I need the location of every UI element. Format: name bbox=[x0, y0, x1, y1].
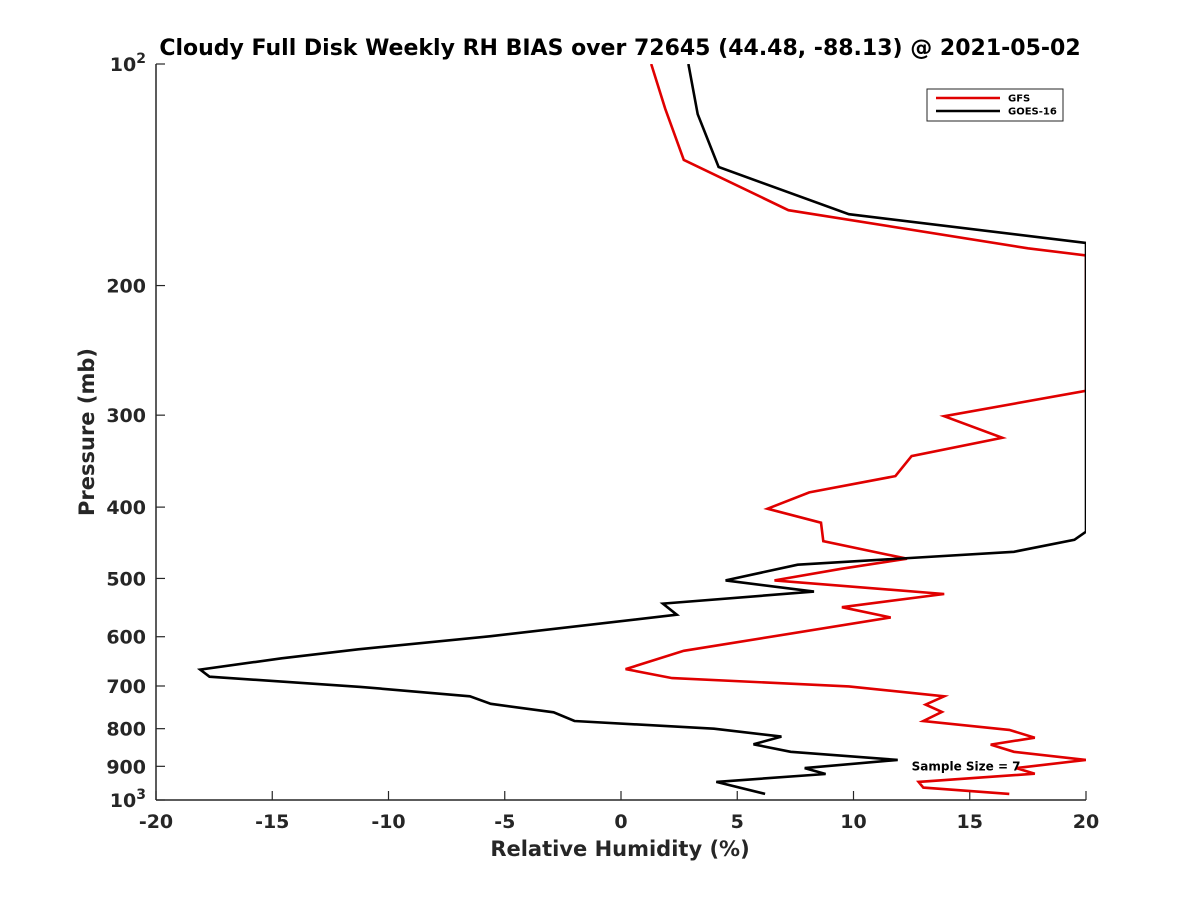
x-tick-label: 20 bbox=[1073, 811, 1099, 833]
y-tick-label: 600 bbox=[106, 627, 146, 649]
legend-box bbox=[926, 88, 1064, 122]
legend-label-gfs: GFS bbox=[1008, 94, 1030, 105]
y-tick-label: 400 bbox=[106, 497, 146, 519]
x-tick-label: -10 bbox=[371, 811, 405, 833]
x-tick-label: 10 bbox=[840, 811, 866, 833]
y-tick-label: 800 bbox=[106, 719, 146, 741]
y-tick-label: 700 bbox=[106, 676, 146, 698]
x-tick-label: 5 bbox=[731, 811, 744, 833]
series-layer bbox=[196, 64, 1086, 796]
y-tick-label: 102 bbox=[110, 51, 146, 76]
chart-title: Cloudy Full Disk Weekly RH BIAS over 726… bbox=[159, 36, 1080, 61]
x-axis-label: Relative Humidity (%) bbox=[490, 837, 749, 861]
sample-size-annotation: Sample Size = 7 bbox=[912, 759, 1021, 773]
x-tick-label: 15 bbox=[957, 811, 983, 833]
legend: GFS GOES-16 bbox=[926, 88, 1064, 122]
series-line-goes-16 bbox=[196, 64, 1086, 796]
y-tick-label: 103 bbox=[110, 787, 146, 812]
y-axis-label: Pressure (mb) bbox=[75, 348, 99, 516]
annotation-layer: Sample Size = 7 bbox=[912, 759, 1021, 773]
series-line-gfs bbox=[625, 64, 1086, 796]
y-tick-label: 900 bbox=[106, 756, 146, 778]
y-tick-label: 300 bbox=[106, 405, 146, 427]
y-axis-ticks: 102 200 300 400 500 600 700 800 900 103 bbox=[106, 51, 165, 812]
x-tick-label: -5 bbox=[494, 811, 515, 833]
legend-label-goes-16: GOES-16 bbox=[1008, 107, 1057, 118]
x-tick-label: -20 bbox=[139, 811, 173, 833]
y-tick-label: 200 bbox=[106, 276, 146, 298]
x-tick-label: 0 bbox=[614, 811, 627, 833]
x-axis-ticks: -20 -15 -10 -5 0 5 10 15 20 bbox=[139, 791, 1099, 833]
y-tick-label: 500 bbox=[106, 568, 146, 590]
x-tick-label: -15 bbox=[255, 811, 289, 833]
